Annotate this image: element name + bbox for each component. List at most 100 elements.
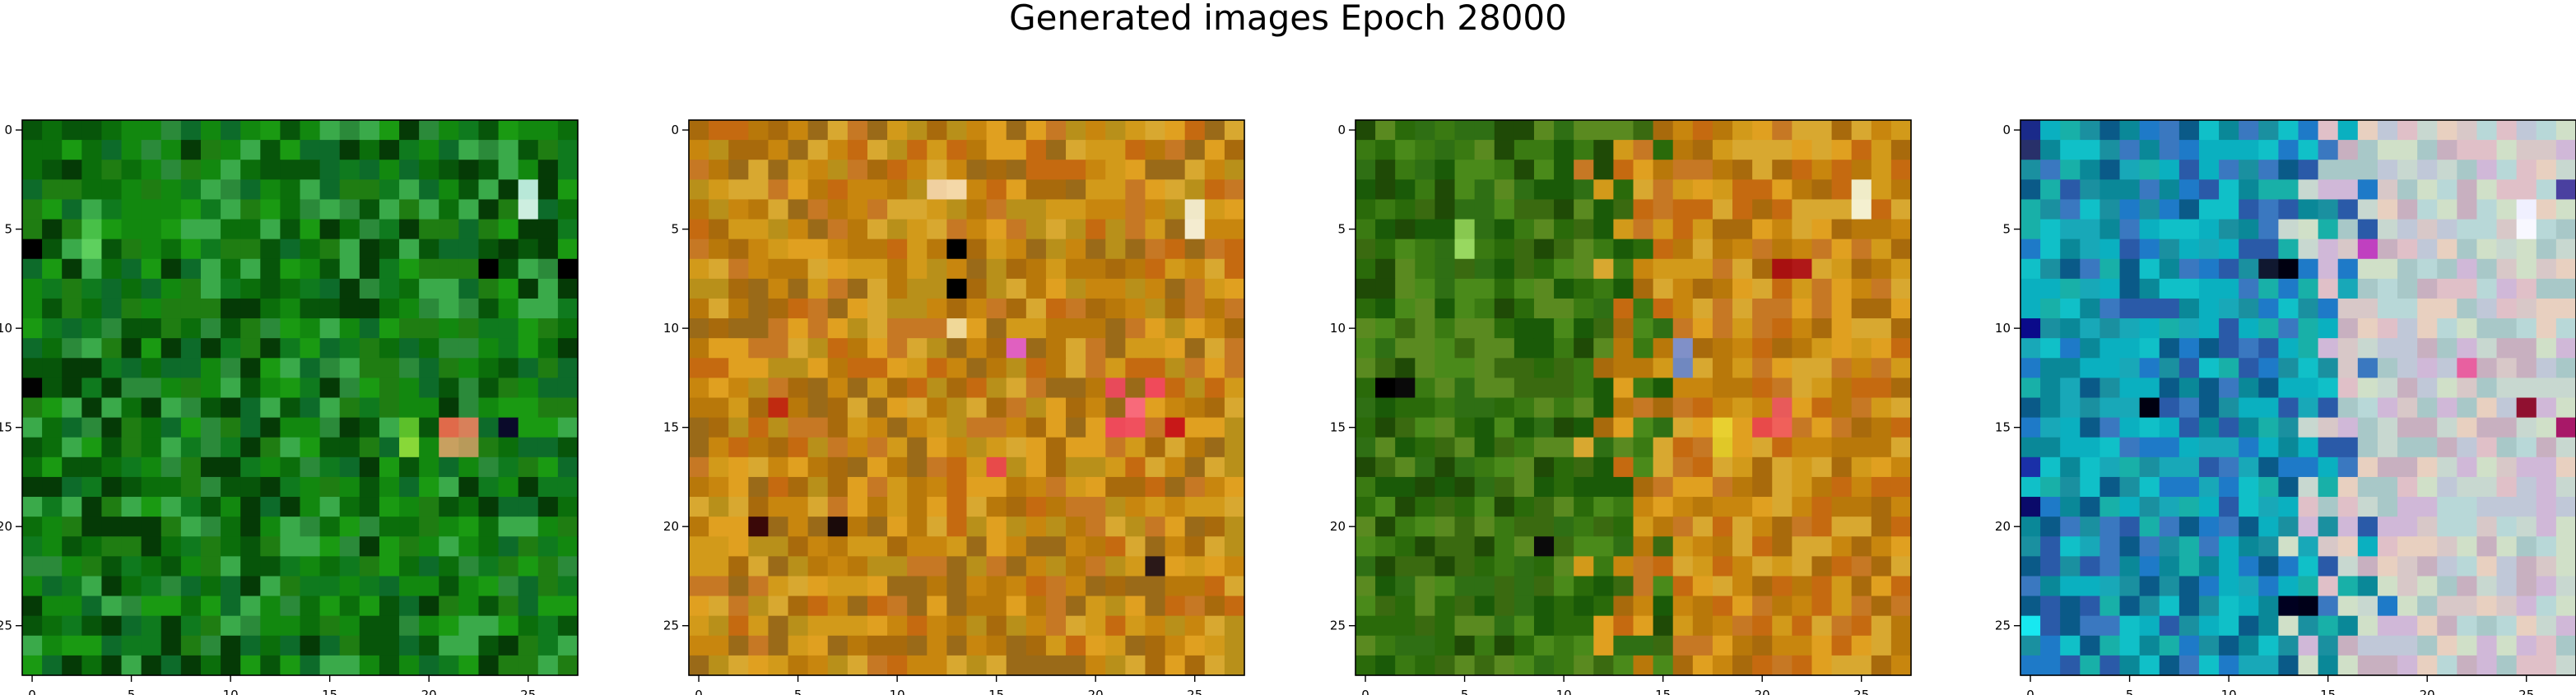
- pixel-cell: [339, 456, 360, 478]
- pixel-cell: [2318, 278, 2339, 299]
- pixel-cell: [1415, 258, 1436, 280]
- pixel-cell: [847, 476, 868, 498]
- pixel-cell: [319, 517, 341, 537]
- pixel-cell: [2258, 556, 2279, 577]
- pixel-cell: [1025, 655, 1047, 676]
- pixel-cell: [788, 140, 809, 160]
- pixel-cell: [2080, 655, 2101, 676]
- pixel-cell: [42, 140, 63, 160]
- pixel-cell: [1494, 318, 1515, 339]
- pixel-cell: [1554, 338, 1574, 359]
- pixel-cell: [419, 576, 439, 597]
- pixel-cell: [2555, 219, 2576, 240]
- pixel-cell: [986, 635, 1007, 656]
- pixel-cell: [1554, 239, 1574, 260]
- pixel-cell: [1533, 615, 1555, 637]
- pixel-cell: [1811, 338, 1833, 359]
- pixel-cell: [280, 258, 301, 280]
- pixel-cell: [2060, 556, 2081, 577]
- pixel-cell: [2536, 476, 2557, 498]
- pixel-cell: [1105, 378, 1126, 399]
- pixel-cell: [62, 476, 82, 498]
- pixel-cell: [1533, 456, 1555, 478]
- pixel-cell: [788, 338, 809, 359]
- pixel-cell: [2476, 378, 2498, 399]
- pixel-cell: [339, 615, 360, 637]
- pixel-cell: [927, 595, 947, 617]
- pixel-cell: [2080, 338, 2101, 359]
- pixel-cell: [2417, 397, 2438, 419]
- pixel-cell: [1593, 517, 1614, 537]
- pixel-cell: [419, 179, 439, 201]
- pixel-cell: [121, 437, 142, 458]
- pixel-cell: [1434, 437, 1456, 458]
- pixel-cell: [458, 239, 480, 260]
- pixel-cell: [2198, 615, 2220, 637]
- pixel-cell: [458, 338, 480, 359]
- pixel-cell: [1204, 497, 1225, 517]
- pixel-cell: [1653, 655, 1674, 676]
- pixel-cell: [1514, 556, 1535, 577]
- pixel-cell: [2496, 239, 2518, 260]
- pixel-cell: [1474, 417, 1495, 438]
- pixel-cell: [2099, 497, 2121, 517]
- y-tick-label: 25: [0, 619, 12, 633]
- pixel-cell: [22, 595, 43, 617]
- pixel-cell: [1025, 517, 1047, 537]
- pixel-cell: [1752, 456, 1773, 478]
- pixel-cell: [2337, 358, 2359, 378]
- pixel-cell: [2397, 417, 2418, 438]
- pixel-cell: [1890, 278, 1912, 299]
- pixel-cell: [2080, 318, 2101, 339]
- pixel-cell: [1732, 556, 1753, 577]
- pixel-cell: [2457, 476, 2478, 498]
- pixel-cell: [1434, 358, 1456, 378]
- pixel-cell: [537, 239, 559, 260]
- pixel-cell: [399, 456, 420, 478]
- pixel-cell: [2437, 160, 2457, 180]
- pixel-cell: [300, 140, 321, 160]
- pixel-cell: [2397, 595, 2418, 617]
- pixel-cell: [2239, 338, 2259, 359]
- pixel-cell: [42, 160, 63, 180]
- pixel-cell: [2040, 179, 2061, 201]
- pixel-cell: [2159, 258, 2180, 280]
- pixel-cell: [62, 358, 82, 378]
- pixel-cell: [1851, 476, 1872, 498]
- pixel-cell: [2318, 476, 2339, 498]
- pixel-cell: [1672, 417, 1694, 438]
- pixel-cell: [2198, 160, 2220, 180]
- pixel-cell: [2258, 517, 2279, 537]
- pixel-cell: [1831, 120, 1853, 141]
- pixel-cell: [300, 160, 321, 180]
- pixel-cell: [419, 437, 439, 458]
- pixel-cell: [1831, 536, 1853, 557]
- pixel-cell: [907, 517, 928, 537]
- pixel-cell: [1633, 140, 1654, 160]
- x-tick-label: 10: [223, 688, 239, 695]
- pixel-cell: [2119, 417, 2141, 438]
- pixel-cell: [141, 298, 162, 319]
- pixel-cell: [399, 556, 420, 577]
- pixel-cell: [2536, 536, 2557, 557]
- pixel-cell: [2139, 397, 2160, 419]
- pixel-cell: [1732, 219, 1753, 240]
- pixel-cell: [1086, 556, 1106, 577]
- pixel-cell: [2496, 160, 2518, 180]
- pixel-cell: [728, 258, 749, 280]
- pixel-cell: [180, 179, 202, 201]
- pixel-cell: [2555, 378, 2576, 399]
- pixel-cell: [768, 476, 789, 498]
- pixel-cell: [1395, 417, 1416, 438]
- pixel-cell: [1165, 179, 1186, 201]
- pixel-cell: [748, 318, 770, 339]
- pixel-cell: [728, 120, 749, 141]
- pixel-cell: [807, 378, 829, 399]
- pixel-cell: [280, 576, 301, 597]
- pixel-cell: [1890, 576, 1912, 597]
- pixel-cell: [2159, 476, 2180, 498]
- pixel-cell: [1514, 437, 1535, 458]
- pixel-cell: [1395, 179, 1416, 201]
- pixel-cell: [1732, 378, 1753, 399]
- pixel-cell: [2417, 556, 2438, 577]
